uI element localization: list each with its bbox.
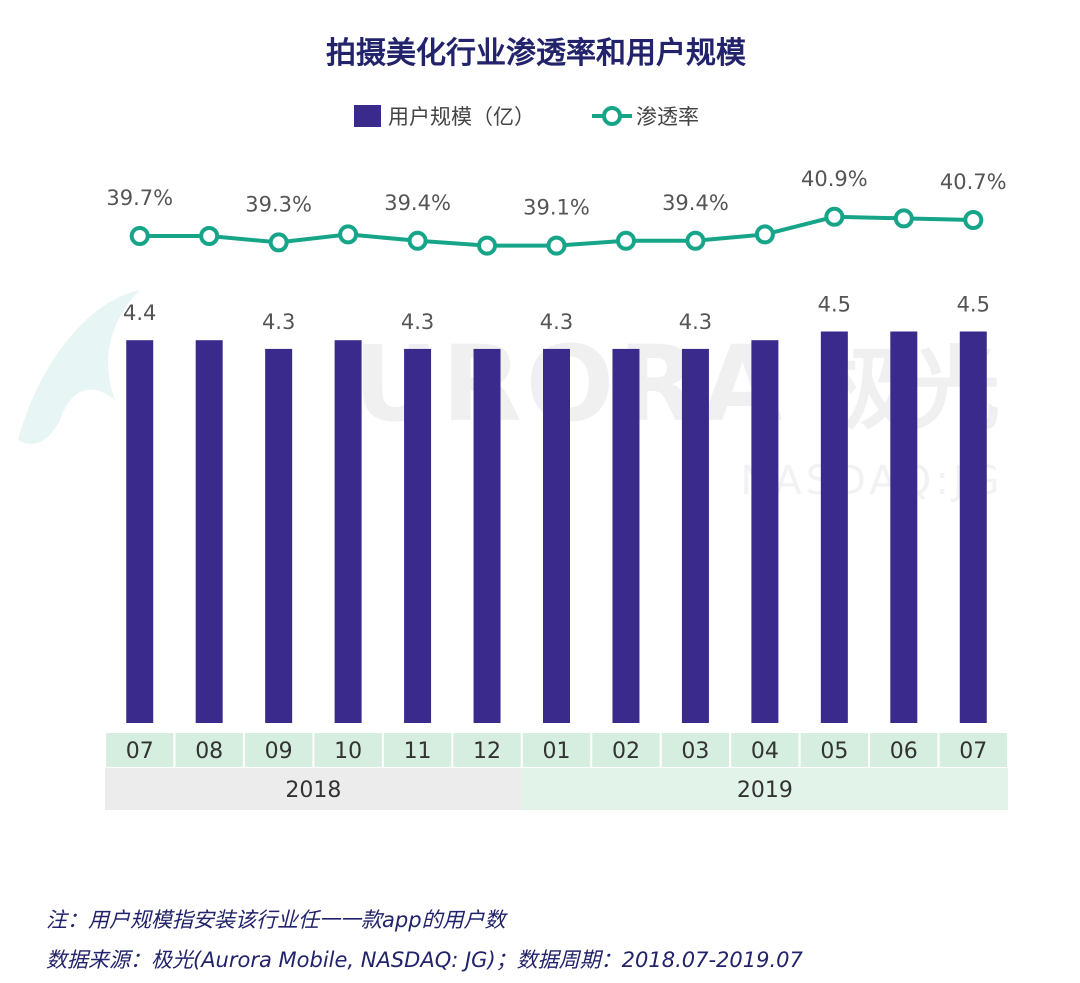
year-band	[521, 768, 1008, 810]
line-data-label: 39.1%	[523, 196, 590, 220]
x-tick-label: 08	[195, 739, 223, 764]
x-tick-label: 07	[126, 739, 154, 764]
line-data-label: 39.4%	[384, 191, 451, 215]
chart-title: 拍摄美化行业渗透率和用户规模	[326, 36, 746, 71]
month-cell	[314, 733, 382, 767]
line-data-label: 39.3%	[245, 192, 312, 216]
month-cell	[453, 733, 521, 767]
bar	[890, 331, 918, 723]
watermark: URORA 极光 NASDAQ:JG	[18, 290, 1003, 504]
line-series: 39.7% 39.3% 39.4% 39.1% 39.4% 40.9% 40.7%	[106, 167, 1007, 256]
year-band	[105, 768, 522, 810]
month-cell	[175, 733, 243, 767]
month-cell	[106, 733, 174, 767]
bar	[543, 348, 570, 723]
bar	[751, 340, 779, 723]
line-point	[477, 235, 498, 256]
line-data-label: 39.7%	[106, 186, 173, 210]
footnote: 注：用户规模指安装该行业任一一款app的用户数	[46, 908, 506, 932]
x-axis: 2018 2019 07 08 09 10 11 12 01 02 03 04 05 06 07	[105, 733, 1008, 810]
month-cell	[592, 733, 660, 767]
bar-data-label: 4.3	[679, 310, 712, 334]
month-cell	[522, 733, 591, 767]
year-label: 2018	[285, 778, 341, 803]
x-tick-label: 10	[334, 739, 362, 764]
bar	[681, 348, 709, 723]
bar-series: 4.4 4.3 4.3 4.3 4.3 4.5 4.5	[123, 293, 990, 723]
x-tick-label: 12	[473, 739, 501, 764]
legend-bar-swatch	[354, 105, 381, 127]
bar	[473, 348, 501, 723]
month-cell	[383, 733, 452, 767]
source-note: 数据来源：极光(Aurora Mobile, NASDAQ: JG)；数据周期：…	[46, 948, 803, 972]
x-tick-label: 07	[959, 739, 987, 764]
watermark-ticker: NASDAQ:JG	[740, 458, 1003, 504]
line-point	[963, 210, 984, 230]
x-tick-label: 01	[543, 739, 571, 764]
line-point	[615, 230, 636, 251]
bar	[126, 340, 154, 723]
line-point	[893, 208, 914, 229]
bar-data-label: 4.5	[957, 293, 990, 317]
bar-data-label: 4.4	[123, 301, 156, 325]
bar	[959, 331, 987, 723]
month-cell	[939, 733, 1007, 767]
bar-data-label: 4.3	[262, 310, 295, 334]
legend-line-label: 渗透率	[636, 105, 699, 129]
x-tick-label: 02	[612, 739, 640, 764]
legend-line-marker	[602, 106, 622, 126]
bar	[195, 340, 223, 723]
month-cell	[800, 733, 869, 767]
month-cell	[661, 733, 730, 767]
x-tick-label: 09	[265, 739, 293, 764]
month-cell	[731, 733, 799, 767]
line-point	[754, 224, 775, 245]
line-point	[268, 232, 289, 253]
line-point	[824, 206, 845, 227]
year-label: 2019	[737, 778, 793, 803]
line-data-label: 40.9%	[801, 167, 868, 191]
bar-data-label: 4.3	[401, 310, 434, 334]
legend: 用户规模（亿） 渗透率	[354, 105, 699, 129]
month-cell	[870, 733, 938, 767]
bar	[820, 331, 848, 723]
x-tick-label: 06	[890, 739, 918, 764]
bar-data-label: 4.5	[818, 293, 851, 317]
line-point	[685, 230, 706, 251]
x-tick-label: 05	[820, 739, 848, 764]
x-tick-label: 04	[751, 739, 779, 764]
bar	[404, 348, 432, 723]
line-data-label: 40.7%	[940, 170, 1007, 194]
bar	[265, 348, 293, 723]
bar	[612, 348, 640, 723]
x-tick-label: 03	[681, 739, 709, 764]
line-point	[199, 226, 220, 246]
bar-data-label: 4.3	[540, 310, 573, 334]
line-point	[338, 224, 359, 245]
line-point	[546, 235, 567, 256]
month-cell	[244, 733, 313, 767]
legend-bar-label: 用户规模（亿）	[388, 105, 535, 129]
line-point	[407, 230, 428, 251]
bar	[334, 340, 362, 723]
line-data-label: 39.4%	[662, 191, 729, 215]
line-point	[129, 226, 150, 246]
aurora-logo-icon	[18, 290, 140, 444]
x-tick-label: 11	[404, 739, 432, 764]
